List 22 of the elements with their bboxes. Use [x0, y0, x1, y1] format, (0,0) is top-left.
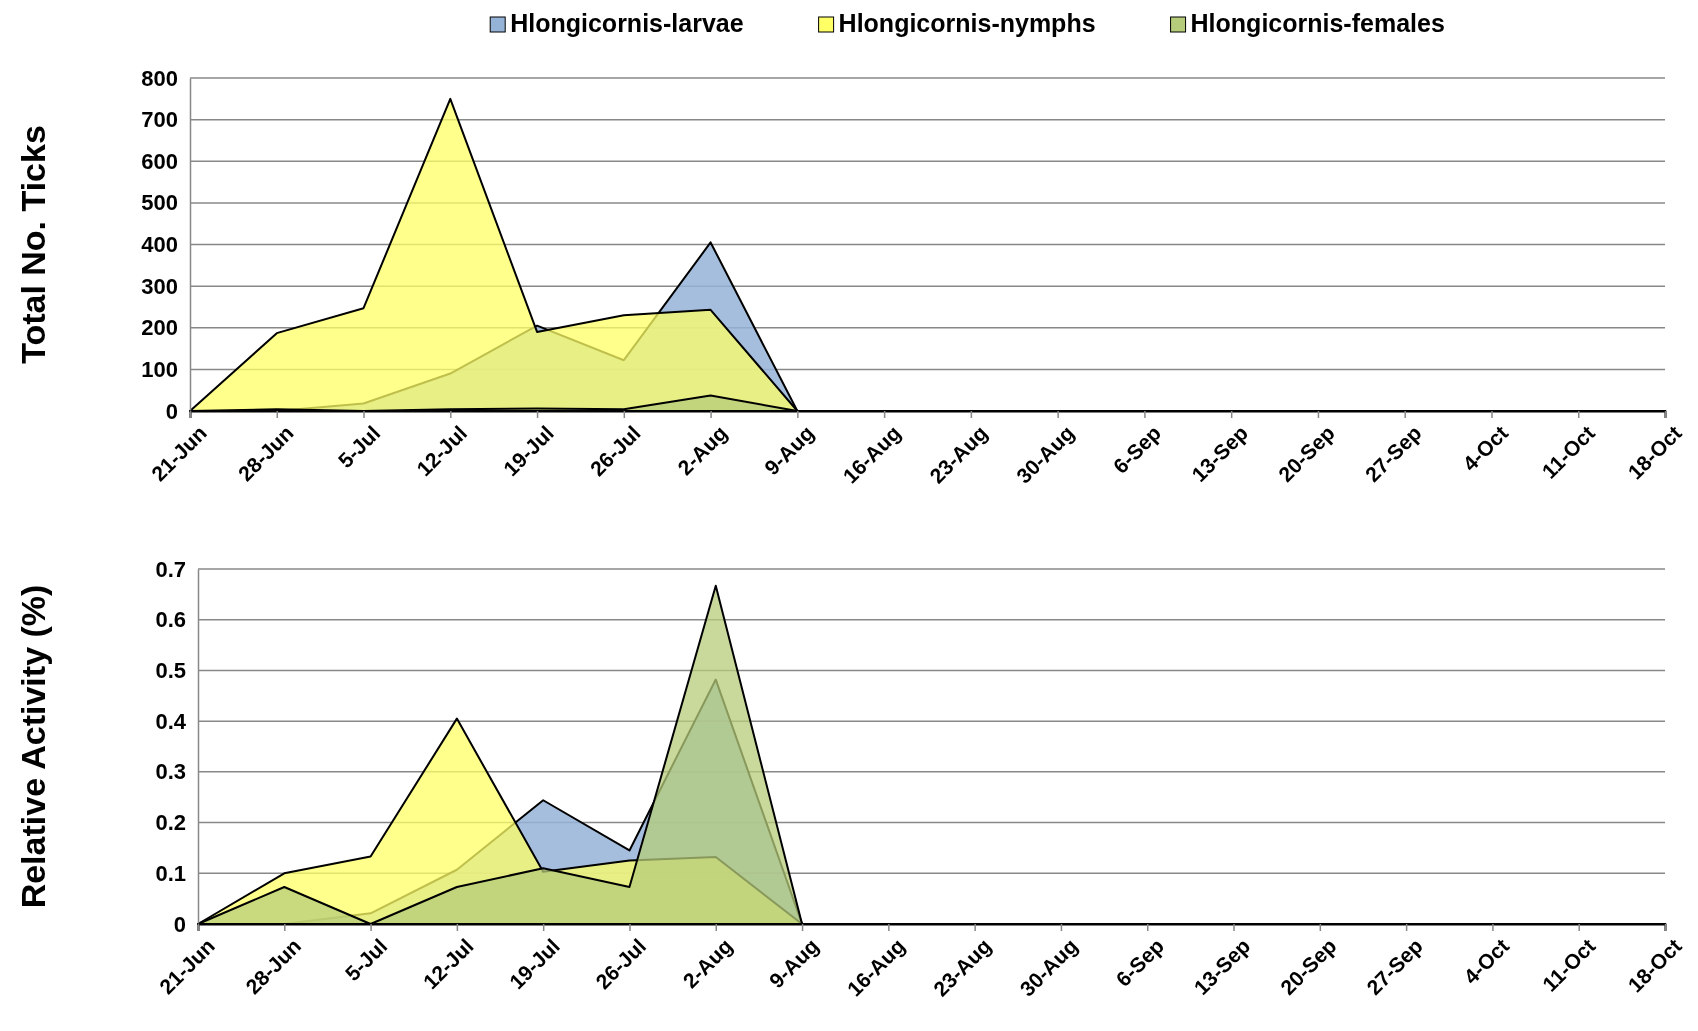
y-tick-label: 200: [141, 315, 178, 341]
legend-label: Hlongicornis-larvae: [510, 9, 744, 37]
y-tick-label: 600: [141, 148, 178, 174]
y-tick-label: 0.3: [155, 759, 186, 785]
y-tick-label: 0: [165, 398, 178, 424]
legend-label: Hlongicornis-nymphs: [838, 9, 1096, 37]
y-tick-label: 0.4: [155, 708, 187, 734]
y-tick-label: 0.7: [155, 556, 186, 582]
y-tick-label: 800: [141, 65, 178, 91]
y-tick-label: 0: [173, 911, 186, 937]
y-tick-label: 0.6: [155, 607, 186, 633]
y-tick-label: 700: [141, 107, 178, 133]
y-tick-label: 0.1: [155, 860, 186, 886]
y-tick-label: 0.5: [155, 657, 186, 683]
y-tick-label: 100: [141, 356, 178, 382]
y-tick-label: 0.2: [155, 810, 186, 836]
y-tick-label: 400: [141, 232, 178, 258]
y-axis-title: Relative Activity (%): [14, 584, 52, 909]
y-tick-label: 300: [141, 273, 178, 299]
y-axis-title: Total No. Ticks: [14, 125, 52, 364]
legend-label: Hlongicornis-females: [1190, 9, 1445, 37]
y-tick-label: 500: [141, 190, 178, 216]
